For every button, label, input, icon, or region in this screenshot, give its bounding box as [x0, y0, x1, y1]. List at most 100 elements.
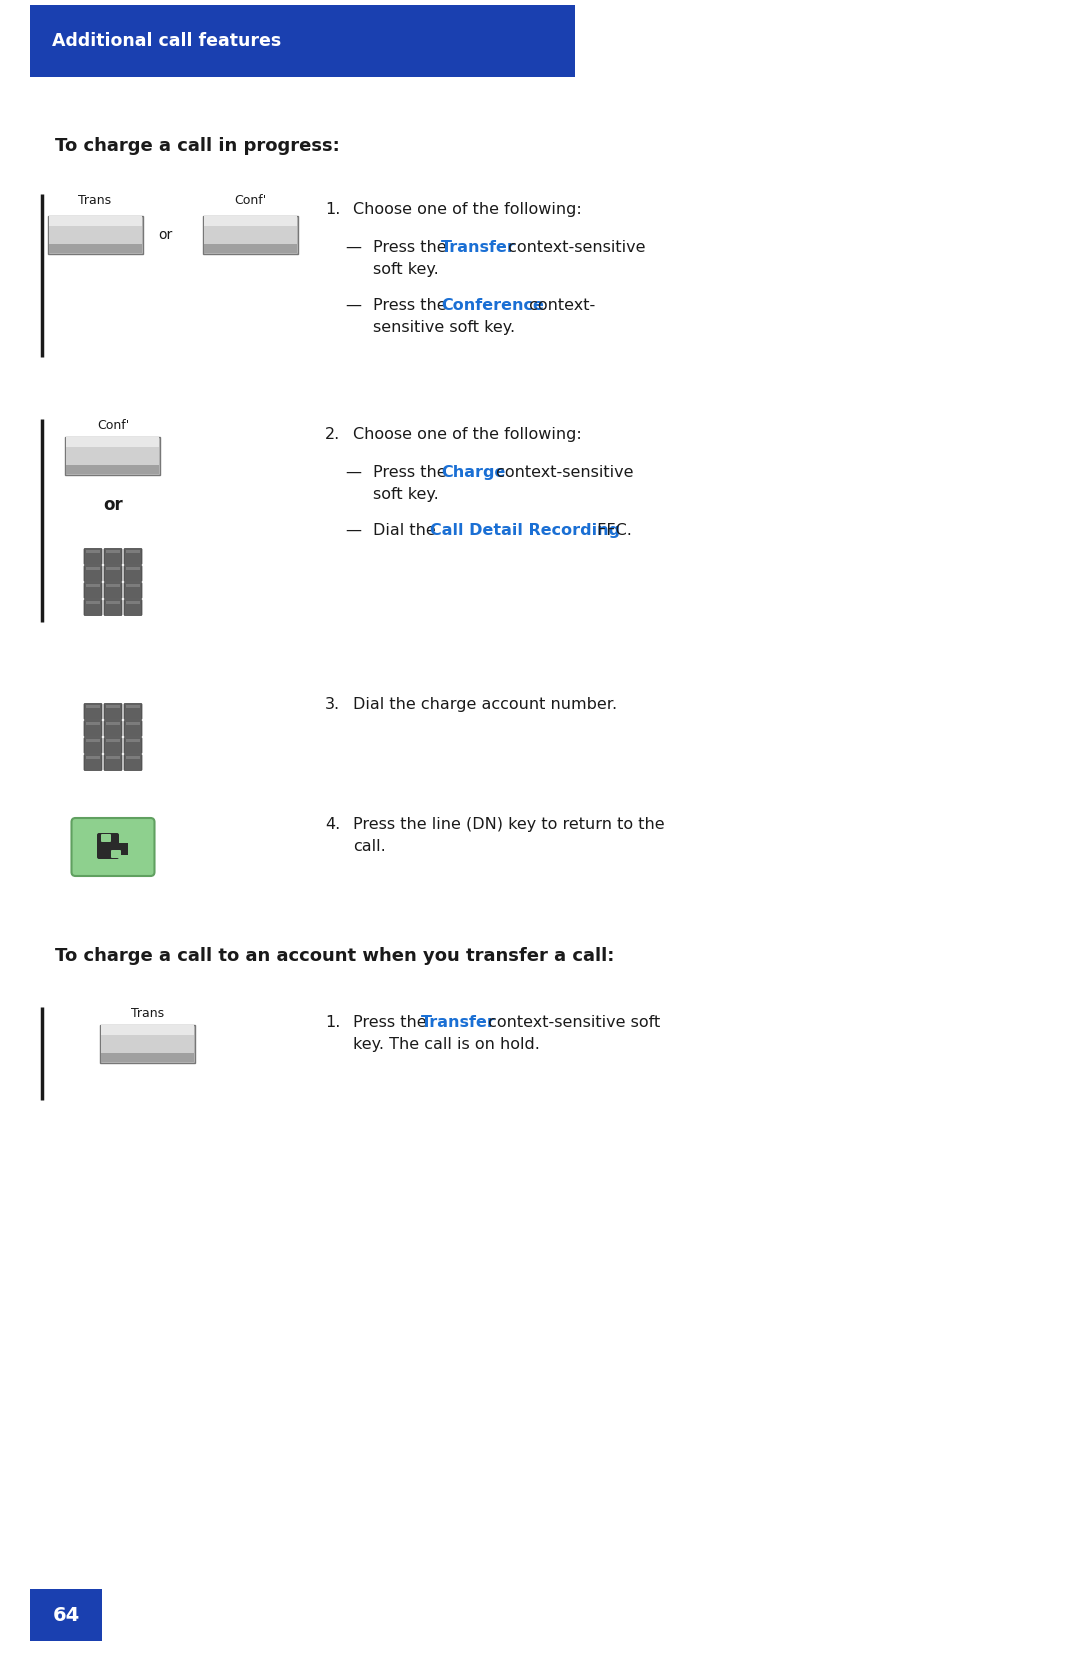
FancyBboxPatch shape — [66, 437, 159, 447]
FancyBboxPatch shape — [66, 447, 159, 466]
FancyBboxPatch shape — [84, 738, 102, 753]
FancyBboxPatch shape — [106, 706, 120, 709]
FancyBboxPatch shape — [104, 721, 122, 736]
FancyBboxPatch shape — [118, 843, 129, 855]
Text: context-sensitive: context-sensitive — [491, 466, 634, 481]
Text: FFC.: FFC. — [592, 522, 632, 537]
FancyBboxPatch shape — [126, 739, 140, 743]
Text: context-: context- — [524, 299, 595, 314]
FancyBboxPatch shape — [104, 738, 122, 753]
FancyBboxPatch shape — [104, 549, 122, 564]
FancyBboxPatch shape — [124, 738, 141, 753]
Text: Transfer: Transfer — [441, 240, 516, 255]
FancyBboxPatch shape — [204, 244, 297, 254]
Text: —: — — [345, 240, 361, 255]
Text: context-sensitive: context-sensitive — [503, 240, 646, 255]
Text: soft key.: soft key. — [373, 487, 438, 502]
FancyBboxPatch shape — [86, 723, 100, 726]
FancyBboxPatch shape — [65, 437, 160, 476]
FancyBboxPatch shape — [203, 215, 298, 254]
FancyBboxPatch shape — [102, 1053, 194, 1061]
FancyBboxPatch shape — [49, 244, 141, 254]
Text: Press the: Press the — [353, 1015, 432, 1030]
FancyBboxPatch shape — [86, 739, 100, 743]
Text: Transfer: Transfer — [421, 1015, 496, 1030]
FancyBboxPatch shape — [106, 723, 120, 726]
FancyBboxPatch shape — [124, 721, 141, 736]
FancyBboxPatch shape — [100, 1025, 195, 1063]
Text: Press the line (DN) key to return to the: Press the line (DN) key to return to the — [353, 818, 664, 833]
FancyBboxPatch shape — [86, 601, 100, 604]
FancyBboxPatch shape — [124, 704, 141, 719]
Text: soft key.: soft key. — [373, 262, 438, 277]
FancyBboxPatch shape — [102, 1025, 194, 1035]
Text: 1.: 1. — [325, 202, 340, 217]
FancyBboxPatch shape — [126, 706, 140, 709]
FancyBboxPatch shape — [106, 551, 120, 554]
FancyBboxPatch shape — [104, 704, 122, 719]
FancyBboxPatch shape — [84, 582, 102, 599]
FancyBboxPatch shape — [106, 739, 120, 743]
FancyBboxPatch shape — [49, 215, 141, 225]
FancyBboxPatch shape — [48, 215, 143, 254]
FancyBboxPatch shape — [84, 549, 102, 564]
FancyBboxPatch shape — [86, 706, 100, 709]
FancyBboxPatch shape — [124, 549, 141, 564]
FancyBboxPatch shape — [104, 754, 122, 771]
FancyBboxPatch shape — [71, 818, 154, 876]
Text: To charge a call to an account when you transfer a call:: To charge a call to an account when you … — [55, 946, 615, 965]
Text: To charge a call in progress:: To charge a call in progress: — [55, 137, 340, 155]
FancyBboxPatch shape — [84, 754, 102, 771]
FancyBboxPatch shape — [126, 584, 140, 587]
Text: Conf': Conf' — [97, 419, 130, 432]
FancyBboxPatch shape — [106, 601, 120, 604]
FancyBboxPatch shape — [30, 1589, 102, 1641]
Text: or: or — [103, 496, 123, 514]
FancyBboxPatch shape — [106, 567, 120, 571]
FancyBboxPatch shape — [104, 599, 122, 616]
FancyBboxPatch shape — [86, 551, 100, 554]
Text: context-sensitive soft: context-sensitive soft — [483, 1015, 660, 1030]
FancyBboxPatch shape — [126, 756, 140, 759]
FancyBboxPatch shape — [49, 225, 141, 244]
FancyBboxPatch shape — [66, 466, 159, 474]
FancyBboxPatch shape — [84, 599, 102, 616]
FancyBboxPatch shape — [126, 723, 140, 726]
Text: —: — — [345, 466, 361, 481]
Text: 64: 64 — [52, 1606, 80, 1624]
FancyBboxPatch shape — [84, 721, 102, 736]
FancyBboxPatch shape — [97, 833, 119, 860]
FancyBboxPatch shape — [86, 756, 100, 759]
FancyBboxPatch shape — [124, 566, 141, 581]
FancyBboxPatch shape — [104, 582, 122, 599]
FancyBboxPatch shape — [111, 850, 121, 858]
Text: Trans: Trans — [132, 1006, 164, 1020]
FancyBboxPatch shape — [126, 567, 140, 571]
Text: Trans: Trans — [79, 194, 111, 207]
Text: key. The call is on hold.: key. The call is on hold. — [353, 1036, 540, 1051]
FancyBboxPatch shape — [102, 834, 111, 841]
Text: sensitive soft key.: sensitive soft key. — [373, 320, 515, 335]
Text: Charge: Charge — [441, 466, 505, 481]
Text: 1.: 1. — [325, 1015, 340, 1030]
FancyBboxPatch shape — [30, 5, 575, 77]
Text: Call Detail Recording: Call Detail Recording — [430, 522, 620, 537]
Text: 4.: 4. — [325, 818, 340, 833]
Text: Press the: Press the — [373, 466, 451, 481]
FancyBboxPatch shape — [204, 225, 297, 244]
Text: —: — — [345, 522, 361, 537]
Text: Choose one of the following:: Choose one of the following: — [353, 202, 582, 217]
Text: 2.: 2. — [325, 427, 340, 442]
Text: or: or — [158, 229, 172, 242]
Text: Conf': Conf' — [234, 194, 266, 207]
Text: 3.: 3. — [325, 698, 340, 713]
Text: Press the: Press the — [373, 299, 451, 314]
FancyBboxPatch shape — [106, 756, 120, 759]
FancyBboxPatch shape — [104, 566, 122, 581]
Text: Conference: Conference — [441, 299, 544, 314]
FancyBboxPatch shape — [126, 601, 140, 604]
FancyBboxPatch shape — [126, 551, 140, 554]
Text: Dial the charge account number.: Dial the charge account number. — [353, 698, 617, 713]
FancyBboxPatch shape — [124, 582, 141, 599]
Text: call.: call. — [353, 840, 386, 855]
